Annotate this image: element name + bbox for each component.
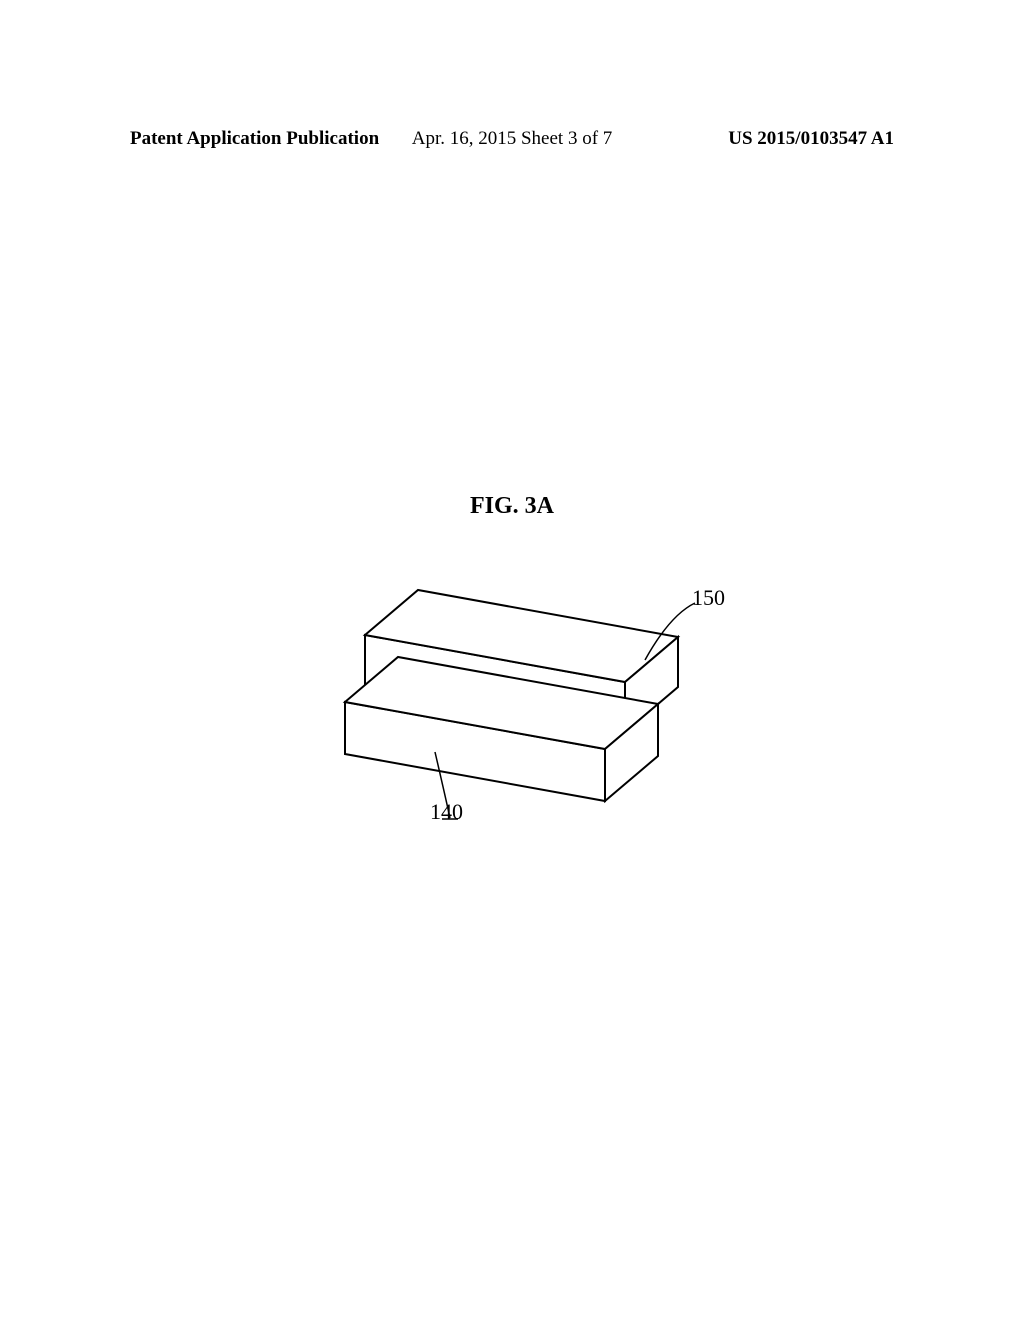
label-150: 150 [692, 585, 725, 611]
figure-diagram: 150 140 [310, 560, 730, 820]
page-header: Patent Application Publication Apr. 16, … [0, 128, 1024, 150]
header-publication: Patent Application Publication [130, 128, 379, 150]
header-patent-number: US 2015/0103547 A1 [728, 128, 894, 150]
figure-svg [310, 560, 730, 840]
label-140: 140 [430, 799, 463, 825]
header-date-sheet: Apr. 16, 2015 Sheet 3 of 7 [412, 128, 613, 150]
figure-title: FIG. 3A [470, 493, 554, 520]
